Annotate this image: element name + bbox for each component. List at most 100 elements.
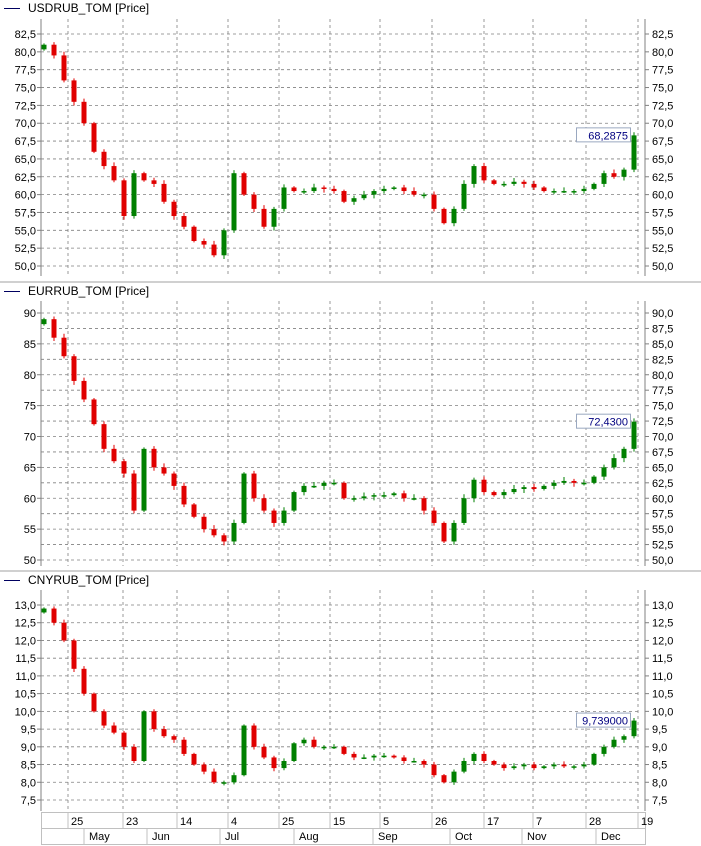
candle-body xyxy=(121,732,127,747)
candle xyxy=(471,752,477,765)
candle xyxy=(391,491,397,497)
candle xyxy=(531,483,537,492)
candle-body xyxy=(401,757,407,761)
candle xyxy=(391,186,397,191)
candle-body xyxy=(591,476,597,483)
day-tick-label: 17 xyxy=(487,816,499,828)
candle xyxy=(191,225,197,243)
left-tick-label: 8,5 xyxy=(21,760,36,772)
right-tick-label: 57,5 xyxy=(652,207,673,219)
month-label: Oct xyxy=(455,831,472,843)
candle-body xyxy=(121,461,127,474)
candle xyxy=(91,397,97,426)
series-line-icon xyxy=(4,579,20,581)
candle xyxy=(371,189,377,199)
panel-header-cnyrub: CNYRUB_TOM [Price] xyxy=(0,572,149,588)
right-tick-label: 52,5 xyxy=(652,243,673,255)
candle xyxy=(101,149,107,170)
candle xyxy=(601,744,607,757)
candle-body xyxy=(131,173,137,217)
candle xyxy=(451,769,457,785)
left-tick-label: 11,5 xyxy=(15,653,36,665)
candle xyxy=(171,199,177,220)
panel-title: EURRUB_TOM [Price] xyxy=(28,284,150,298)
candle xyxy=(311,736,317,749)
candle xyxy=(411,494,417,501)
candle xyxy=(141,710,147,763)
right-tick-label: 12,0 xyxy=(652,635,673,647)
candle xyxy=(581,479,587,486)
candle-body xyxy=(441,522,447,542)
candle-body xyxy=(411,191,417,195)
candle-body xyxy=(431,764,437,776)
left-tick-label: 9,0 xyxy=(21,742,36,754)
right-tick-label: 85,0 xyxy=(652,339,673,351)
candle xyxy=(591,752,597,766)
candle-body xyxy=(191,226,197,242)
candle-body xyxy=(141,711,147,761)
left-tick-label: 62,5 xyxy=(15,172,36,184)
candle-body xyxy=(201,241,207,245)
candle xyxy=(461,180,467,211)
candle xyxy=(381,753,387,758)
candle-body xyxy=(551,482,557,486)
right-tick-label: 67,5 xyxy=(652,447,673,459)
candle-body xyxy=(601,173,607,184)
candle-body xyxy=(61,337,67,357)
candle-body xyxy=(481,753,487,761)
candle xyxy=(201,514,207,533)
candle xyxy=(221,228,227,260)
candle-body xyxy=(191,753,197,765)
candle-body xyxy=(61,55,67,81)
candle xyxy=(571,189,577,195)
candle-body xyxy=(251,473,257,499)
candle-body xyxy=(581,482,587,485)
candle xyxy=(181,482,187,508)
candle-body xyxy=(471,753,477,761)
day-tick-label: 14 xyxy=(180,816,192,828)
candle-body xyxy=(71,80,77,102)
candle xyxy=(181,212,187,230)
candle xyxy=(301,483,307,496)
candle xyxy=(341,481,347,500)
candle-body xyxy=(551,191,557,193)
candle-body xyxy=(561,480,567,483)
candle-body xyxy=(151,180,157,184)
candle xyxy=(131,170,137,219)
candle xyxy=(61,333,67,359)
candle xyxy=(581,185,587,194)
candle xyxy=(41,607,47,614)
candle xyxy=(401,490,407,502)
right-tick-label: 50,0 xyxy=(652,555,673,567)
candle-body xyxy=(111,448,117,462)
candle xyxy=(291,186,297,193)
candle xyxy=(371,493,377,501)
candle xyxy=(121,178,127,220)
candle xyxy=(571,764,577,770)
candle-body xyxy=(301,739,307,744)
candle xyxy=(171,734,177,743)
day-tick-label: 28 xyxy=(589,816,601,828)
right-tick-label: 11,5 xyxy=(652,653,673,665)
right-tick-label: 90,0 xyxy=(652,308,673,320)
right-tick-label: 7,5 xyxy=(652,795,667,807)
candle-body xyxy=(211,529,217,536)
candle xyxy=(121,730,127,750)
candle-body xyxy=(611,739,617,747)
candle xyxy=(481,476,487,495)
candle-body xyxy=(231,173,237,231)
right-tick-label: 13,0 xyxy=(652,600,673,612)
candle xyxy=(301,188,307,195)
candle xyxy=(71,354,77,385)
candle-body xyxy=(241,173,247,195)
candle xyxy=(551,188,557,195)
panel-title: CNYRUB_TOM [Price] xyxy=(28,573,150,587)
last-value-badge xyxy=(576,413,631,429)
candle-body xyxy=(231,522,237,542)
candle xyxy=(461,494,467,526)
candle-body xyxy=(501,492,507,496)
candle-body xyxy=(631,421,637,449)
candle-body xyxy=(351,753,357,758)
candle-body xyxy=(481,166,487,181)
